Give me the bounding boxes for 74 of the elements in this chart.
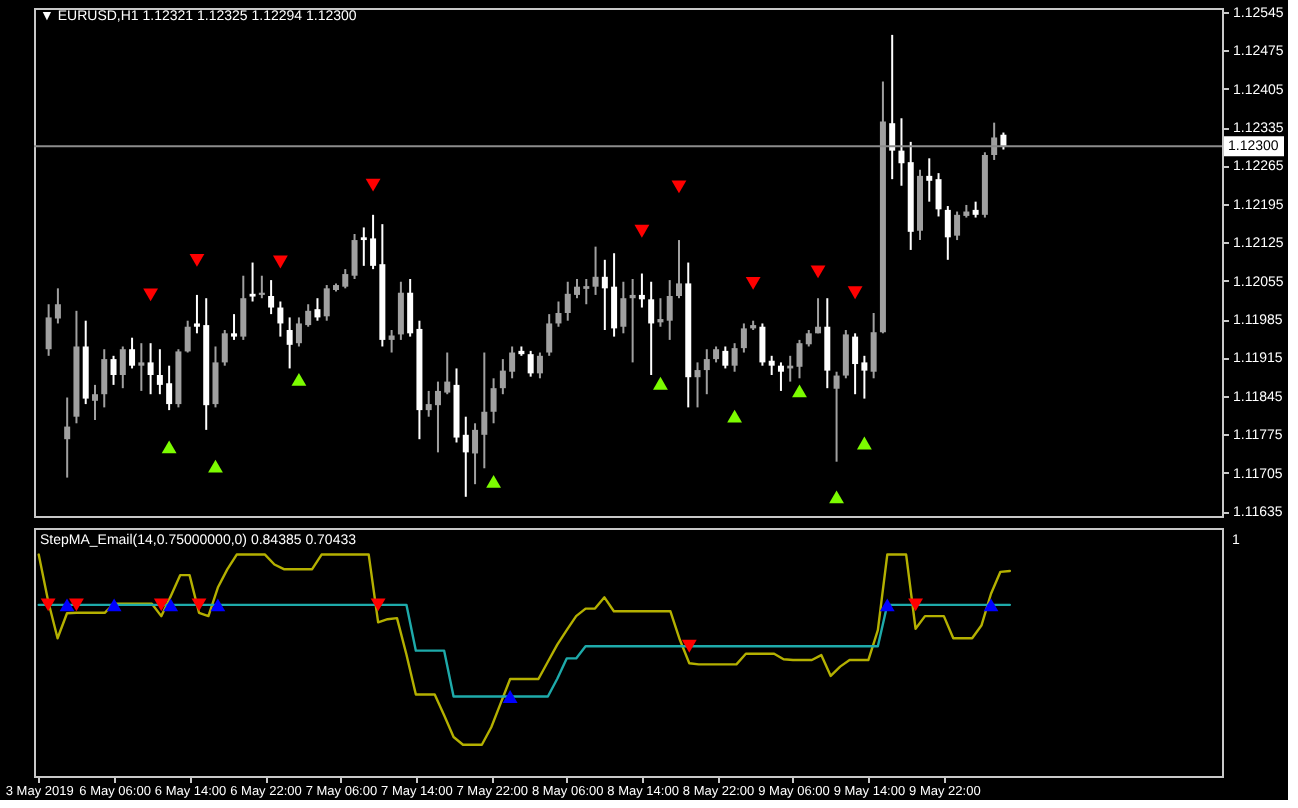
candlestick xyxy=(694,361,701,409)
point xyxy=(208,459,223,473)
point xyxy=(634,224,650,238)
point xyxy=(161,440,177,454)
candlestick xyxy=(935,172,942,218)
candlestick xyxy=(870,312,877,380)
candlestick xyxy=(101,348,108,409)
candlestick xyxy=(768,354,775,377)
candlestick xyxy=(110,354,117,386)
candlestick xyxy=(629,278,636,364)
point xyxy=(189,253,205,267)
candlestick xyxy=(592,245,599,296)
candlestick xyxy=(212,345,219,409)
candlestick xyxy=(722,345,729,370)
candlestick xyxy=(991,121,998,161)
candlestick xyxy=(240,274,247,341)
candlestick xyxy=(249,261,256,303)
candlestick xyxy=(527,349,534,378)
point xyxy=(745,276,761,290)
candlestick xyxy=(277,300,284,338)
candlestick xyxy=(129,336,136,370)
candlestick xyxy=(314,297,321,322)
candlestick xyxy=(231,313,238,341)
point xyxy=(856,436,872,450)
candlestick xyxy=(944,205,951,261)
point xyxy=(847,286,863,300)
candlestick xyxy=(842,329,849,380)
candlestick xyxy=(759,322,766,367)
candlestick xyxy=(740,322,747,354)
candlestick xyxy=(258,274,265,300)
candlestick xyxy=(555,300,562,328)
candlestick xyxy=(268,279,275,316)
candlestick xyxy=(777,361,784,392)
candlestick xyxy=(889,33,896,181)
candlestick xyxy=(657,297,664,328)
candlestick xyxy=(221,329,228,367)
candlestick xyxy=(490,377,497,425)
point xyxy=(486,475,501,488)
point xyxy=(671,180,687,194)
candlestick xyxy=(666,279,673,341)
candlestick xyxy=(397,280,404,341)
candlestick xyxy=(824,297,831,390)
candlestick xyxy=(638,272,645,309)
candlestick xyxy=(852,332,859,396)
point xyxy=(143,288,159,302)
candlestick xyxy=(138,342,145,392)
candlestick xyxy=(147,342,154,396)
candlestick xyxy=(620,280,627,335)
candlestick xyxy=(833,370,840,463)
candlestick xyxy=(926,157,933,203)
candlestick xyxy=(731,342,738,373)
candlestick xyxy=(91,383,98,421)
candlestick xyxy=(648,280,655,377)
point xyxy=(653,376,668,390)
candlestick xyxy=(675,239,682,300)
candlestick xyxy=(388,329,395,354)
point xyxy=(291,372,307,386)
point xyxy=(810,265,826,279)
candlestick xyxy=(898,117,905,187)
candlestick xyxy=(546,313,553,357)
point xyxy=(727,409,743,423)
candlestick xyxy=(703,348,710,396)
candlestick xyxy=(64,396,71,479)
candlestick xyxy=(815,297,822,335)
point xyxy=(365,178,381,192)
candlestick xyxy=(536,351,543,380)
candlestick xyxy=(184,319,191,354)
candlestick xyxy=(119,345,126,390)
point xyxy=(272,255,288,269)
candlestick xyxy=(286,316,293,370)
candlestick xyxy=(351,233,358,281)
point xyxy=(792,384,807,398)
candlestick xyxy=(954,210,961,242)
point xyxy=(829,490,844,504)
